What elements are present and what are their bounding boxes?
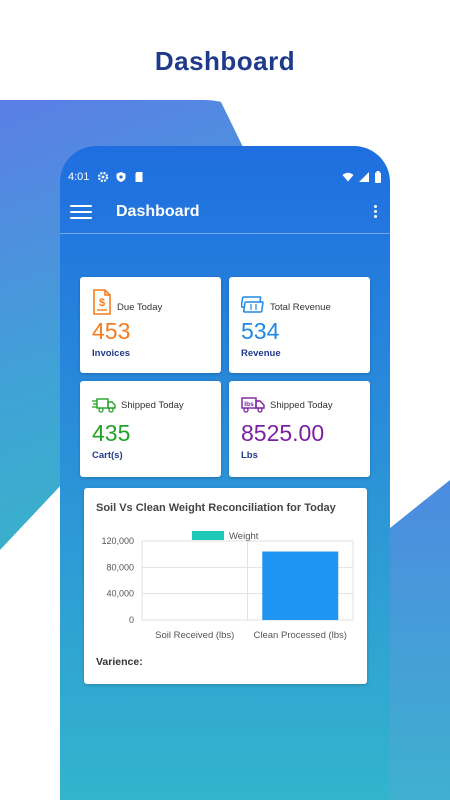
- card-shipped-lbs[interactable]: lbs Shipped Today 8525.00 Lbs: [229, 381, 370, 477]
- x-tick-label: Clean Processed (lbs): [254, 630, 347, 641]
- app-bar-title: Dashboard: [116, 202, 200, 220]
- status-time: 4:01: [68, 171, 90, 183]
- sd-card-icon: [135, 172, 143, 182]
- invoice-icon: $: [93, 289, 111, 315]
- phone-frame: 4:01 Dashboard: [60, 146, 390, 800]
- page-headline: Dashboard: [154, 46, 296, 76]
- y-tick-label: 0: [129, 615, 134, 625]
- chart-card: Soil Vs Clean Weight Reconciliation for …: [84, 488, 367, 684]
- signal-icon: [359, 172, 369, 182]
- legend-label: Weight: [229, 531, 259, 542]
- card-value: 453: [92, 318, 131, 344]
- chart-legend: Weight: [192, 531, 259, 542]
- card-label: Due Today: [117, 302, 163, 313]
- card-label: Shipped Today: [121, 400, 184, 411]
- delivery-truck-icon: [92, 398, 116, 413]
- status-bar: 4:01: [60, 166, 390, 188]
- card-due-today[interactable]: $ Due Today 453 Invoices: [80, 277, 221, 373]
- chart-title: Soil Vs Clean Weight Reconciliation for …: [96, 502, 336, 514]
- card-unit: Revenue: [241, 348, 281, 360]
- overflow-menu-icon[interactable]: [370, 205, 380, 218]
- chart-axis: 0 40,000 80,000 120,000 Soil Received (lbs) C…: [101, 536, 347, 641]
- card-shipped-carts[interactable]: Shipped Today 435 Cart(s): [80, 381, 221, 477]
- y-tick-label: 120,000: [101, 536, 134, 546]
- app-bar: Dashboard: [60, 190, 390, 234]
- legend-swatch: [192, 531, 224, 540]
- card-label: Total Revenue: [270, 302, 331, 313]
- card-total-revenue[interactable]: Total Revenue 534 Revenue: [229, 277, 370, 373]
- card-value: 8525.00: [241, 420, 325, 446]
- weight-chart: 0 40,000 80,000 120,000 Soil Received (lbs) C…: [101, 531, 354, 641]
- chart-bars: [262, 551, 339, 620]
- status-indicators: [342, 171, 382, 183]
- svg-text:lbs: lbs: [244, 401, 254, 408]
- svg-text:$: $: [99, 297, 105, 309]
- hamburger-menu-icon[interactable]: [70, 203, 92, 221]
- y-tick-label: 40,000: [106, 589, 134, 599]
- card-value: 435: [92, 420, 131, 446]
- shield-icon: [116, 172, 126, 182]
- card-unit: Invoices: [92, 348, 131, 360]
- wifi-icon: [342, 172, 354, 182]
- chart-grid: [141, 540, 354, 621]
- card-label: Shipped Today: [270, 400, 333, 411]
- gear-icon: [98, 171, 109, 183]
- weight-truck-icon: lbs: [241, 397, 265, 413]
- y-tick-label: 80,000: [106, 562, 134, 572]
- card-unit: Cart(s): [92, 450, 123, 462]
- x-tick-label: Soil Received (lbs): [155, 630, 234, 641]
- card-unit: Lbs: [241, 450, 258, 462]
- variance-label: Varience:: [96, 656, 143, 668]
- cash-icon: [241, 296, 264, 313]
- battery-icon: [375, 171, 381, 183]
- chart-bar: [262, 551, 339, 620]
- card-value: 534: [241, 318, 280, 344]
